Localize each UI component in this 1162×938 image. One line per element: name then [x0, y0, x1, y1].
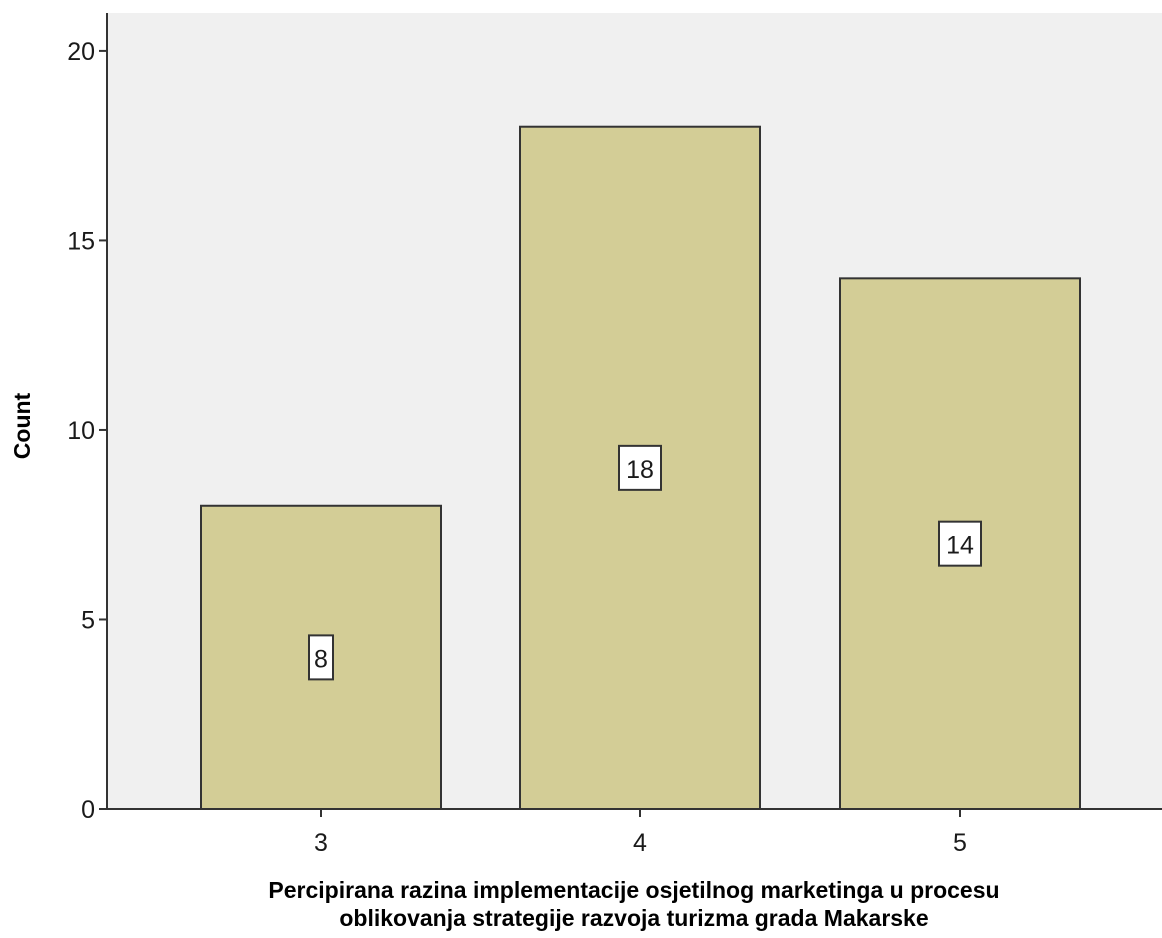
y-tick-label: 20 [67, 38, 95, 66]
data-label-box [618, 444, 662, 491]
x-tick-label: 4 [633, 829, 647, 857]
y-axis-title: Count [9, 392, 35, 459]
data-labels: 8 18 14 [308, 444, 982, 681]
y-tick-label: 0 [81, 796, 95, 824]
y-tick-label: 5 [81, 606, 95, 634]
y-axis-ticks: 0 5 10 15 20 [67, 38, 107, 824]
y-tick-label: 15 [67, 227, 95, 255]
x-axis-title-line-2: oblikovanja strategije razvoja turizma g… [339, 905, 928, 931]
bars [200, 125, 1081, 811]
x-axis-ticks: 3 4 5 [314, 809, 967, 857]
data-label: 18 [626, 456, 654, 484]
x-axis-title-line-1: Percipirana razina implementacije osjeti… [268, 877, 999, 903]
data-label-box [938, 520, 982, 567]
data-label: 8 [314, 645, 328, 673]
x-tick-label: 3 [314, 829, 328, 857]
data-label: 14 [946, 532, 974, 560]
data-label-box [308, 634, 334, 681]
y-tick-label: 10 [67, 417, 95, 445]
x-tick-label: 5 [953, 829, 967, 857]
